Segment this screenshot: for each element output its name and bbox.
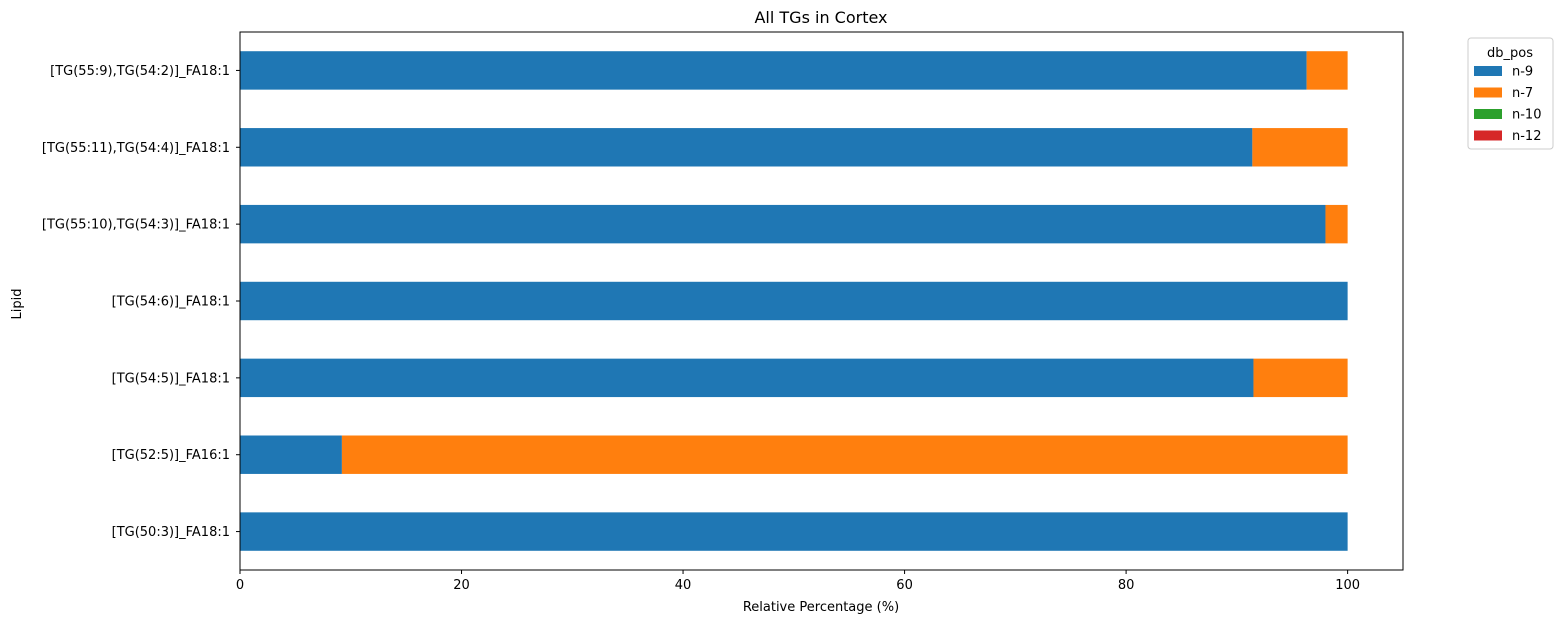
bar-n-9-5	[240, 128, 1253, 167]
legend: db_pos n-9 n-7 n-10 n-12	[1467, 37, 1554, 150]
x-axis-label: Relative Percentage (%)	[743, 600, 899, 615]
y-tick-label: [TG(55:10),TG(54:3)]_FA18:1	[42, 218, 230, 233]
legend-swatch-n-12	[1474, 130, 1502, 141]
x-tick-label: 80	[1118, 578, 1135, 593]
legend-label-n-12: n-12	[1512, 129, 1541, 144]
y-tick-label: [TG(52:5)]_FA16:1	[112, 448, 230, 463]
bar-n-7-5	[1252, 128, 1348, 167]
x-tick-label: 20	[453, 578, 470, 593]
bar-n-7-1	[341, 435, 1348, 474]
legend-box	[1467, 37, 1554, 150]
legend-entries: n-9 n-7 n-10 n-12	[1474, 65, 1541, 144]
bar-n-9-1	[240, 435, 342, 474]
bar-n-9-2	[240, 358, 1254, 398]
x-tick-label: 100	[1335, 578, 1360, 593]
bar-n-9-6	[240, 51, 1307, 90]
bar-n-7-2	[1253, 358, 1348, 398]
bar-n-7-6	[1306, 51, 1348, 90]
legend-swatch-n-9	[1474, 66, 1502, 76]
x-axis-ticks: 0 20 40 60 80 100	[236, 570, 1360, 593]
legend-swatch-n-10	[1474, 109, 1502, 119]
y-tick-label: [TG(55:9),TG(54:2)]_FA18:1	[50, 64, 230, 79]
bar-n-7-4	[1325, 204, 1348, 244]
bar-n-9-3	[240, 281, 1348, 321]
y-tick-label: [TG(54:5)]_FA18:1	[112, 371, 230, 386]
legend-swatch-n-7	[1474, 87, 1502, 98]
legend-label-n-7: n-7	[1512, 86, 1533, 101]
legend-title: db_pos	[1487, 46, 1533, 61]
chart-title: All TGs in Cortex	[754, 8, 887, 27]
y-axis-ticks: [TG(50:3)]_FA18:1 [TG(52:5)]_FA16:1 [TG(54…	[42, 64, 240, 540]
x-tick-label: 60	[896, 578, 913, 593]
bar-n-9-4	[240, 204, 1326, 244]
x-tick-label: 0	[236, 578, 244, 593]
y-tick-label: [TG(54:6)]_FA18:1	[112, 295, 230, 310]
bar-n-9-0	[240, 512, 1348, 551]
y-axis-label: Lipid	[10, 289, 25, 320]
legend-label-n-9: n-9	[1512, 65, 1533, 80]
legend-label-n-10: n-10	[1512, 108, 1541, 123]
bars-layer	[240, 51, 1348, 551]
y-tick-label: [TG(50:3)]_FA18:1	[112, 525, 230, 540]
y-tick-label: [TG(55:11),TG(54:4)]_FA18:1	[42, 141, 230, 156]
x-tick-label: 40	[675, 578, 692, 593]
